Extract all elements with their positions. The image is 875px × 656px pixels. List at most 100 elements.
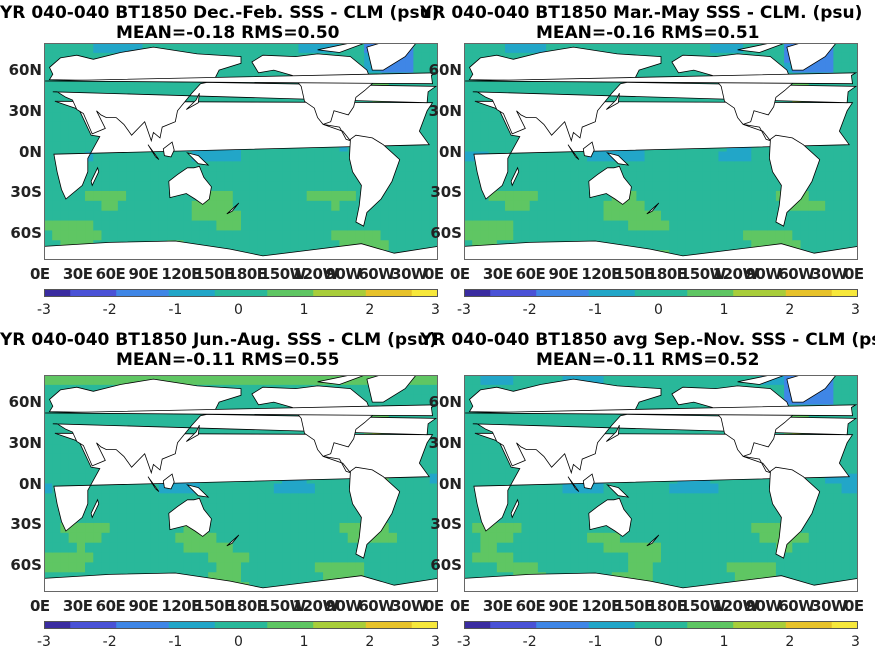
sss-cell	[167, 82, 176, 93]
lon-tick-label: 150E	[614, 597, 654, 615]
sss-cell	[734, 503, 744, 514]
sss-cell	[109, 151, 119, 162]
sss-cell	[685, 220, 695, 232]
sss-cell	[380, 522, 390, 534]
sss-cell	[208, 230, 217, 241]
sss-cell	[76, 82, 86, 93]
sss-cell	[587, 161, 596, 172]
sss-cell	[158, 210, 168, 222]
sss-cell	[472, 92, 482, 103]
sss-cell	[751, 151, 761, 162]
colorbar-segment	[562, 621, 570, 629]
sss-cell	[521, 181, 531, 192]
sss-cell	[472, 375, 482, 386]
sss-cell	[513, 375, 523, 386]
sss-cell	[833, 62, 843, 74]
sss-cell	[849, 384, 858, 396]
sss-cell	[249, 161, 259, 172]
sss-cell	[710, 171, 720, 182]
sss-cell	[702, 220, 711, 232]
sss-cell	[421, 552, 431, 564]
sss-cell	[396, 220, 406, 232]
sss-cell	[652, 532, 662, 544]
sss-cell	[825, 171, 834, 182]
sss-cell	[726, 532, 736, 544]
sss-cell	[702, 493, 711, 504]
sss-cell	[314, 503, 324, 514]
sss-cell	[702, 572, 711, 583]
colorbar-tick-label: 0	[234, 302, 243, 318]
sss-cell	[554, 414, 564, 425]
sss-cell	[413, 562, 423, 573]
sss-cell	[513, 562, 523, 573]
sss-cell	[93, 131, 103, 143]
sss-cell	[488, 200, 498, 212]
sss-cell	[183, 230, 193, 241]
colorbar-segment	[700, 289, 708, 297]
sss-cell	[126, 230, 135, 241]
sss-cell	[743, 552, 752, 564]
sss-cell	[85, 171, 94, 182]
sss-cell	[619, 552, 629, 564]
sss-cell	[388, 572, 398, 583]
sss-cell	[290, 190, 300, 202]
sss-cell	[232, 562, 242, 573]
sss-cell	[513, 131, 523, 143]
sss-cell	[323, 181, 332, 192]
sss-cell	[537, 562, 547, 573]
colorbar-tick-label: 3	[851, 634, 860, 650]
sss-cell	[710, 200, 720, 212]
sss-cell	[472, 43, 482, 54]
sss-cell	[808, 542, 818, 554]
sss-cell	[421, 240, 431, 251]
colorbar-segment	[241, 289, 249, 297]
lat-tick-label: 0N	[19, 142, 42, 161]
sss-cell	[619, 210, 629, 222]
lat-tick-label: 30S	[430, 183, 462, 202]
sss-cell	[109, 562, 119, 573]
sss-cell	[480, 444, 490, 455]
sss-cell	[158, 230, 168, 241]
sss-cell	[429, 171, 438, 182]
colorbar-segment	[785, 289, 793, 297]
sss-cell	[257, 375, 267, 386]
sss-cell	[76, 473, 86, 485]
sss-cell	[216, 92, 226, 103]
sss-cell	[743, 503, 752, 514]
sss-cell	[429, 375, 438, 386]
sss-cell	[849, 171, 858, 182]
sss-cell	[405, 493, 414, 504]
colorbar-segment	[661, 289, 669, 297]
sss-cell	[652, 43, 662, 54]
sss-cell	[702, 562, 711, 573]
sss-cell	[546, 375, 555, 386]
sss-cell	[52, 522, 62, 534]
sss-cell	[183, 493, 193, 504]
sss-cell	[380, 230, 390, 241]
sss-cell	[323, 230, 332, 241]
sss-cell	[52, 43, 62, 54]
sss-cell	[249, 151, 259, 162]
sss-cell	[183, 151, 193, 162]
sss-cell	[652, 542, 662, 554]
colorbar-segment	[654, 289, 662, 297]
sss-cell	[298, 513, 308, 524]
sss-cell	[587, 375, 596, 386]
sss-cell	[323, 161, 332, 172]
sss-cell	[405, 151, 414, 162]
sss-cell	[636, 522, 646, 534]
sss-cell	[167, 493, 176, 504]
sss-cell	[537, 230, 547, 241]
sss-cell	[282, 151, 291, 162]
sss-cell	[339, 230, 349, 241]
sss-cell	[421, 513, 431, 524]
sss-cell	[833, 572, 843, 583]
sss-cell	[306, 483, 316, 494]
sss-cell	[175, 414, 185, 425]
sss-cell	[480, 92, 490, 103]
sss-cell	[396, 141, 406, 153]
sss-cell	[224, 43, 234, 54]
colorbar-segment	[674, 621, 682, 629]
sss-cell	[595, 414, 605, 425]
colorbar-frame	[44, 289, 438, 297]
